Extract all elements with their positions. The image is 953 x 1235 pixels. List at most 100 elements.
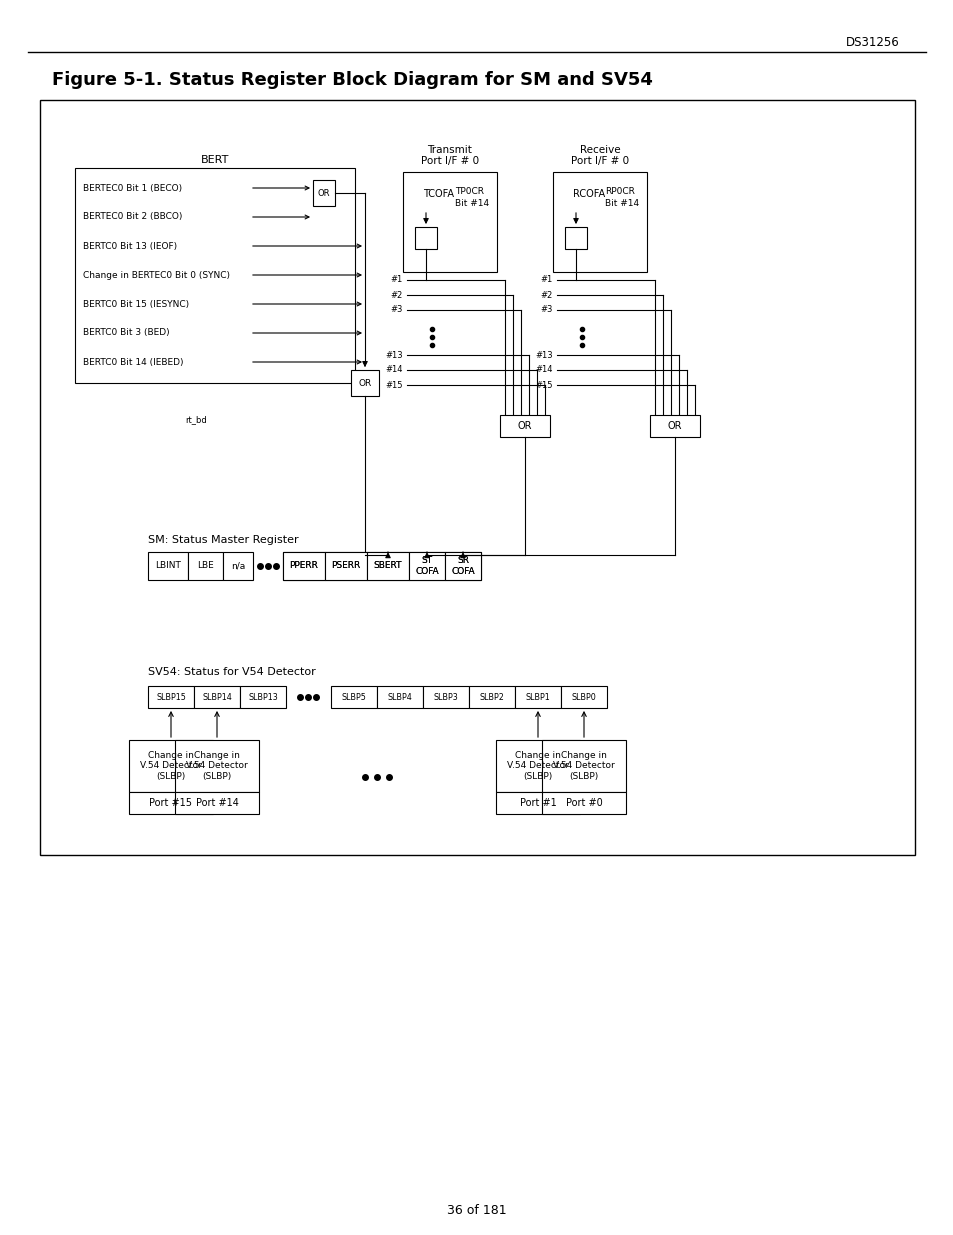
Text: SLBP2: SLBP2 — [479, 693, 504, 701]
Bar — [40, 100, 914, 855]
Text: BERTEC0 Bit 1 (BECO): BERTEC0 Bit 1 (BECO) — [83, 184, 182, 193]
Text: #15: #15 — [385, 380, 402, 389]
Text: #13: #13 — [535, 351, 553, 359]
Text: LBE: LBE — [197, 562, 213, 571]
Text: Port I/F # 0: Port I/F # 0 — [420, 156, 478, 165]
Bar — [553, 172, 646, 272]
Text: BERTC0 Bit 13 (IEOF): BERTC0 Bit 13 (IEOF) — [83, 242, 177, 251]
Text: SBERT: SBERT — [374, 562, 402, 571]
Text: Change in
V.54 Detector
(SLBP): Change in V.54 Detector (SLBP) — [186, 751, 248, 781]
Text: Bit #14: Bit #14 — [455, 200, 489, 209]
Bar — [313, 180, 335, 206]
Text: SLBP1: SLBP1 — [525, 693, 550, 701]
Text: Port #14: Port #14 — [195, 798, 238, 808]
Text: Port #0: Port #0 — [565, 798, 601, 808]
Bar — [331, 685, 376, 708]
Bar — [444, 552, 480, 580]
Text: Bit #14: Bit #14 — [604, 200, 639, 209]
Text: PSERR: PSERR — [331, 562, 360, 571]
Bar — [402, 172, 497, 272]
Text: SLBP13: SLBP13 — [248, 693, 277, 701]
Text: SLBP15: SLBP15 — [156, 693, 186, 701]
Bar — [223, 552, 253, 580]
Text: DS31256: DS31256 — [845, 36, 899, 48]
Text: SLBP5: SLBP5 — [341, 693, 366, 701]
Text: PPERR: PPERR — [290, 562, 318, 571]
Bar — [649, 415, 700, 437]
Bar — [541, 792, 625, 814]
Bar — [188, 552, 223, 580]
Text: SLBP4: SLBP4 — [387, 693, 412, 701]
Bar — [564, 227, 586, 249]
Text: SR
COFA: SR COFA — [451, 556, 475, 576]
Text: OR: OR — [358, 378, 372, 388]
Text: Receive: Receive — [579, 144, 619, 156]
Bar — [148, 552, 188, 580]
Bar — [415, 227, 436, 249]
Text: #3: #3 — [390, 305, 402, 315]
Bar — [240, 685, 286, 708]
Text: #13: #13 — [385, 351, 402, 359]
Bar — [409, 552, 444, 580]
Text: SV54: Status for V54 Detector: SV54: Status for V54 Detector — [148, 667, 315, 677]
Text: TP0CR: TP0CR — [455, 188, 483, 196]
Text: BERTC0 Bit 14 (IEBED): BERTC0 Bit 14 (IEBED) — [83, 357, 183, 367]
Text: BERT: BERT — [200, 156, 229, 165]
Text: ST
COFA: ST COFA — [415, 556, 438, 576]
Bar — [444, 552, 480, 580]
Text: OR: OR — [667, 421, 681, 431]
Text: Change in
V.54 Detector
(SLBP): Change in V.54 Detector (SLBP) — [507, 751, 568, 781]
Text: PSERR: PSERR — [331, 562, 360, 571]
Text: SBERT: SBERT — [374, 562, 402, 571]
Text: Port I/F # 0: Port I/F # 0 — [570, 156, 628, 165]
Text: Port #15: Port #15 — [150, 798, 193, 808]
Bar — [367, 552, 409, 580]
Bar — [469, 685, 515, 708]
Text: Change in
V.54 Detector
(SLBP): Change in V.54 Detector (SLBP) — [140, 751, 202, 781]
Text: OR: OR — [317, 189, 330, 198]
Bar — [129, 740, 213, 792]
Bar — [496, 792, 579, 814]
Bar — [325, 552, 367, 580]
Text: LBINT: LBINT — [155, 562, 181, 571]
Text: Change in
V.54 Detector
(SLBP): Change in V.54 Detector (SLBP) — [553, 751, 615, 781]
Bar — [193, 685, 240, 708]
Bar — [496, 740, 579, 792]
Bar — [367, 552, 409, 580]
Text: #14: #14 — [535, 366, 553, 374]
Text: SLBP14: SLBP14 — [202, 693, 232, 701]
Text: #1: #1 — [391, 275, 402, 284]
Bar — [283, 552, 325, 580]
Text: Figure 5-1. Status Register Block Diagram for SM and SV54: Figure 5-1. Status Register Block Diagra… — [52, 70, 652, 89]
Bar — [174, 740, 258, 792]
Bar — [409, 552, 444, 580]
Bar — [174, 792, 258, 814]
Text: SLBP3: SLBP3 — [434, 693, 457, 701]
Bar — [75, 168, 355, 383]
Bar — [129, 792, 213, 814]
Text: BERTC0 Bit 15 (IESYNC): BERTC0 Bit 15 (IESYNC) — [83, 300, 189, 309]
Text: SR
COFA: SR COFA — [451, 556, 475, 576]
Bar — [560, 685, 606, 708]
Text: Port #1: Port #1 — [519, 798, 556, 808]
Text: Transmit: Transmit — [427, 144, 472, 156]
Text: #2: #2 — [540, 290, 553, 300]
Text: RP0CR: RP0CR — [604, 188, 634, 196]
Text: OR: OR — [517, 421, 532, 431]
Text: SM: Status Master Register: SM: Status Master Register — [148, 535, 298, 545]
Text: Change in BERTEC0 Bit 0 (SYNC): Change in BERTEC0 Bit 0 (SYNC) — [83, 270, 230, 279]
Bar — [541, 740, 625, 792]
Text: BERTEC0 Bit 2 (BBCO): BERTEC0 Bit 2 (BBCO) — [83, 212, 182, 221]
Text: PPERR: PPERR — [290, 562, 318, 571]
Text: #15: #15 — [535, 380, 553, 389]
Text: #1: #1 — [540, 275, 553, 284]
Text: TCOFA: TCOFA — [422, 189, 454, 199]
Bar — [325, 552, 367, 580]
Text: rt_bd: rt_bd — [185, 415, 207, 425]
Text: n/a: n/a — [231, 562, 245, 571]
Bar — [283, 552, 325, 580]
Text: SLBP0: SLBP0 — [571, 693, 596, 701]
Text: RCOFA: RCOFA — [573, 189, 604, 199]
Text: BERTC0 Bit 3 (BED): BERTC0 Bit 3 (BED) — [83, 329, 170, 337]
Bar — [148, 685, 193, 708]
